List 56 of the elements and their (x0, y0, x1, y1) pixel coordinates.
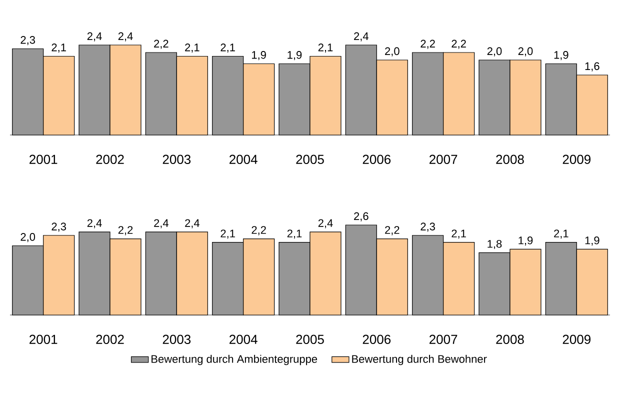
data-label: 2,2 (252, 226, 266, 236)
x-tick-label: 2004 (230, 334, 258, 344)
x-tick-label: 2003 (162, 154, 191, 164)
x-tick-label: 2009 (562, 154, 590, 164)
x-tick-label: 2002 (96, 154, 124, 164)
x-tick-label: 2003 (162, 334, 191, 344)
data-label: 2,6 (354, 212, 368, 222)
x-tick-label: 2006 (362, 154, 391, 164)
data-label: 2,4 (185, 219, 200, 228)
x-tick-label: 2004 (230, 154, 258, 164)
data-label: 2,2 (420, 40, 435, 49)
data-label: 1,9 (585, 236, 600, 246)
data-label: 2,1 (554, 230, 568, 239)
data-label: 2,1 (220, 44, 235, 53)
data-label: 2,1 (452, 230, 466, 239)
data-label: 2,2 (154, 40, 168, 49)
x-tick-label: 2009 (562, 334, 590, 344)
data-label: 2,3 (20, 36, 35, 46)
x-tick-label: 2008 (496, 334, 524, 344)
data-label: 2,4 (318, 219, 333, 228)
data-label: 2,2 (452, 40, 466, 49)
legend-label: Bewertung durch Ambientegruppe (152, 354, 318, 366)
data-label: 2,0 (518, 47, 533, 56)
x-tick-label: 2005 (296, 334, 324, 344)
data-label: 2,4 (118, 32, 133, 42)
data-label: 2,1 (185, 44, 200, 53)
data-label: 2,0 (487, 47, 502, 56)
x-tick-label: 2002 (96, 334, 124, 344)
data-label: 2,4 (354, 32, 368, 42)
data-label: 1,9 (252, 51, 266, 60)
x-tick-label: 2001 (30, 154, 58, 164)
data-label: 2,3 (52, 222, 66, 232)
x-tick-label: 2007 (430, 334, 458, 344)
data-label: 2,1 (52, 44, 66, 53)
data-label: 2,1 (318, 44, 333, 53)
x-tick-label: 2005 (296, 154, 324, 164)
x-tick-label: 2006 (362, 334, 391, 344)
data-label: 1,8 (488, 240, 502, 250)
data-label: 2,0 (20, 233, 36, 242)
x-tick-label: 2007 (430, 154, 458, 164)
data-label: 2,4 (87, 32, 102, 42)
data-label: 1,9 (554, 51, 568, 60)
x-tick-label: 2001 (30, 334, 58, 344)
data-label: 2,2 (118, 226, 133, 236)
data-label: 2,4 (87, 219, 102, 228)
data-label: 1,9 (288, 51, 302, 60)
legend-label: Bewertung durch Bewohner (352, 354, 487, 366)
data-label: 2,1 (220, 230, 235, 239)
data-label: 1,9 (518, 236, 533, 246)
data-label: 2,4 (154, 219, 168, 228)
data-label: 2,1 (287, 230, 302, 239)
data-label: 2,0 (385, 47, 400, 56)
data-label: 1,6 (585, 62, 600, 72)
x-tick-label: 2008 (496, 154, 524, 164)
data-label: 2,3 (420, 222, 435, 232)
data-label: 2,2 (385, 226, 400, 236)
